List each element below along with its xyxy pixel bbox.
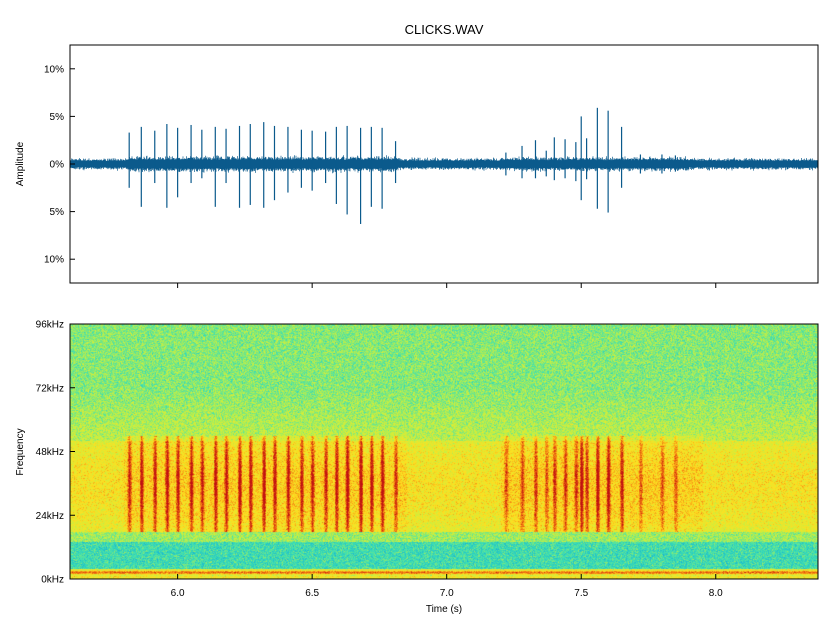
waveform-clicks	[128, 107, 676, 224]
frequency-axis-label: Frequency	[15, 428, 26, 475]
spectrogram-x-tick-label-0: 6.0	[171, 588, 185, 599]
spectrogram-y-tick-label-0: 96kHz	[36, 320, 64, 331]
waveform-y-ticks: 10% 5% 0% 5% 10%	[44, 64, 75, 266]
spectrogram-x-tick-label-4: 8.0	[709, 588, 723, 599]
spectrogram-panel: 96kHz 72kHz 48kHz 24kHz 0kHz 6.0 6.5 7.0 7.5 8.0…	[15, 320, 819, 615]
waveform-panel: 10% 5% 0% 5% 10% Amplitude	[15, 44, 819, 288]
spectrogram-x-tick-label-3: 7.5	[574, 588, 588, 599]
spectrogram-x-tick-label-2: 7.0	[440, 588, 454, 599]
spectrogram-x-ticks: 6.0 6.5 7.0 7.5 8.0	[171, 574, 723, 599]
spectrogram-x-tick-label-1: 6.5	[305, 588, 319, 599]
waveform-y-tick-label-3: 5%	[50, 207, 65, 218]
waveform-x-ticks	[177, 283, 717, 288]
spectrogram-y-ticks: 96kHz 72kHz 48kHz 24kHz 0kHz	[36, 320, 75, 586]
chart-title: CLICKS.WAV	[405, 22, 484, 37]
amplitude-axis-label: Amplitude	[15, 141, 26, 186]
waveform-y-tick-label-2: 0%	[50, 160, 65, 171]
spectrogram-image	[70, 324, 818, 579]
spectrogram-y-tick-label-2: 48kHz	[36, 447, 64, 458]
waveform-y-tick-label-4: 10%	[44, 255, 64, 266]
time-axis-label: Time (s)	[426, 604, 462, 615]
spectrogram-y-tick-label-4: 0kHz	[41, 575, 64, 586]
spectrogram-y-tick-label-1: 72kHz	[36, 383, 64, 394]
spectrogram-y-tick-label-3: 24kHz	[36, 511, 64, 522]
waveform-y-tick-label-0: 10%	[44, 64, 64, 75]
waveform-y-tick-label-1: 5%	[50, 112, 65, 123]
